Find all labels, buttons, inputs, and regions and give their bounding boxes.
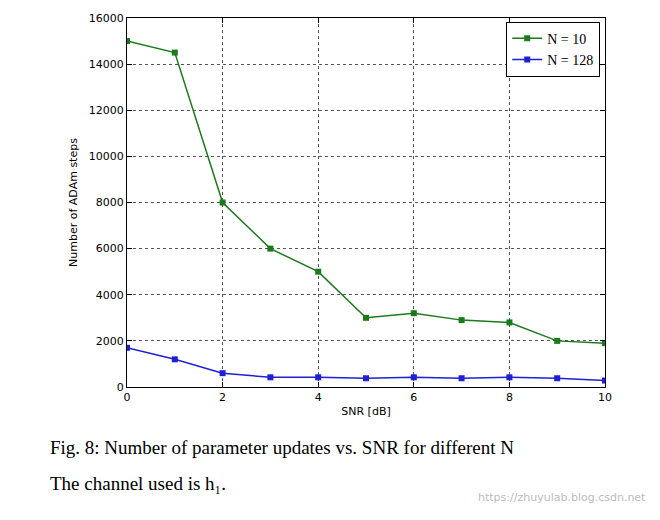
svg-text:0: 0 [124, 391, 131, 404]
svg-text:8000: 8000 [96, 196, 124, 209]
svg-text:Fig. 8: Number of parameter up: Fig. 8: Number of parameter updates vs. … [50, 437, 514, 458]
svg-text:14000: 14000 [89, 58, 124, 71]
svg-text:4000: 4000 [96, 289, 124, 302]
svg-text:0: 0 [117, 381, 124, 394]
svg-text:N = 128: N = 128 [547, 53, 593, 68]
svg-text:2: 2 [219, 391, 226, 404]
svg-text:12000: 12000 [89, 104, 124, 117]
svg-text:4: 4 [315, 391, 322, 404]
svg-text:10: 10 [598, 391, 612, 404]
svg-text:6000: 6000 [96, 242, 124, 255]
svg-text:16000: 16000 [89, 12, 124, 25]
svg-text:Number of ADAm steps: Number of ADAm steps [67, 138, 80, 267]
svg-text:8: 8 [506, 391, 513, 404]
svg-text:N = 10: N = 10 [547, 32, 586, 47]
svg-text:SNR [dB]: SNR [dB] [341, 405, 390, 418]
svg-text:https://zhuyulab.blog.csdn.net: https://zhuyulab.blog.csdn.net [478, 491, 646, 504]
svg-text:The channel used is h₁.: The channel used is h₁. [50, 473, 226, 494]
svg-text:2000: 2000 [96, 335, 124, 348]
svg-text:10000: 10000 [89, 150, 124, 163]
svg-text:6: 6 [410, 391, 417, 404]
